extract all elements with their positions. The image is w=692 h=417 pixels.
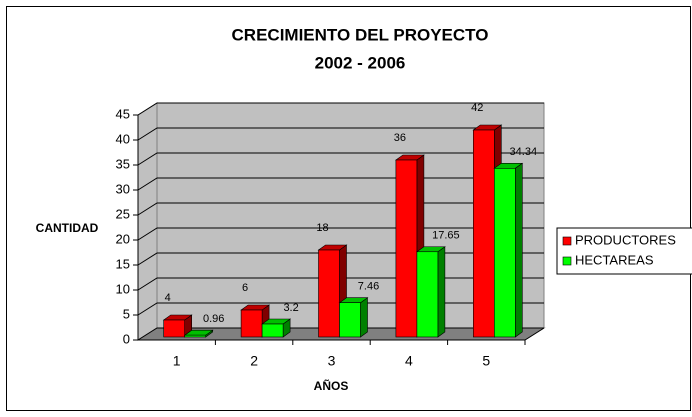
bar-front xyxy=(472,129,495,338)
legend-box xyxy=(556,227,692,275)
x-tick-label: 4 xyxy=(405,353,413,369)
x-tick-label: 1 xyxy=(173,353,181,369)
y-tick-label: 0 xyxy=(123,331,130,346)
bar xyxy=(261,318,292,338)
bar xyxy=(338,297,369,338)
bar-side xyxy=(514,162,523,338)
legend-swatch xyxy=(562,256,572,266)
bar-front xyxy=(493,168,516,338)
value-label: 17.65 xyxy=(432,230,460,242)
bar-front xyxy=(240,309,263,338)
chart-title: CRECIMIENTO DEL PROYECTO xyxy=(232,25,489,44)
y-tick-label: 20 xyxy=(116,231,130,246)
chart-subtitle: 2002 - 2006 xyxy=(315,53,406,72)
value-label: 0.96 xyxy=(203,313,224,325)
grid-line xyxy=(137,152,544,166)
bar-side xyxy=(360,297,368,338)
y-axis-label: CANTIDAD xyxy=(36,221,99,235)
y-tick-label: 35 xyxy=(116,156,130,171)
x-tick-label: 3 xyxy=(328,353,336,369)
bar xyxy=(415,246,446,338)
bar-front xyxy=(318,249,340,338)
y-tick-label: 30 xyxy=(116,181,130,196)
bar-front xyxy=(339,302,361,338)
legend-label: PRODUCTORES xyxy=(575,232,676,247)
y-tick-label: 40 xyxy=(116,131,130,146)
x-tick-label: 5 xyxy=(482,353,490,369)
y-tick-label: 5 xyxy=(123,306,130,321)
grid-line xyxy=(137,102,544,116)
legend-swatch xyxy=(562,236,572,246)
y-tick-label: 15 xyxy=(116,256,130,271)
value-label: 18 xyxy=(316,222,328,234)
bar-front xyxy=(184,334,206,338)
bar xyxy=(493,162,524,338)
bar-front xyxy=(395,159,418,338)
value-label: 36 xyxy=(394,132,406,144)
bar-front xyxy=(261,323,284,338)
x-axis-label: AÑOS xyxy=(314,378,349,393)
value-label: 6 xyxy=(242,282,248,294)
value-label: 42 xyxy=(471,102,483,114)
x-axis-back xyxy=(524,327,545,341)
bar-front xyxy=(163,319,185,338)
grid-line xyxy=(137,127,544,141)
value-label: 4 xyxy=(165,292,171,304)
x-tick-label: 2 xyxy=(250,353,258,369)
value-label: 3.2 xyxy=(283,302,298,314)
y-tick-label: 45 xyxy=(116,106,130,121)
value-label: 7.46 xyxy=(358,281,379,293)
y-tick-label: 25 xyxy=(116,206,130,221)
bar-side xyxy=(437,246,446,338)
bar xyxy=(183,329,214,338)
legend-label: HECTAREAS xyxy=(575,252,654,267)
y-tick-label: 10 xyxy=(116,281,130,296)
bar-front xyxy=(416,251,439,338)
value-label: 34.34 xyxy=(510,146,538,158)
